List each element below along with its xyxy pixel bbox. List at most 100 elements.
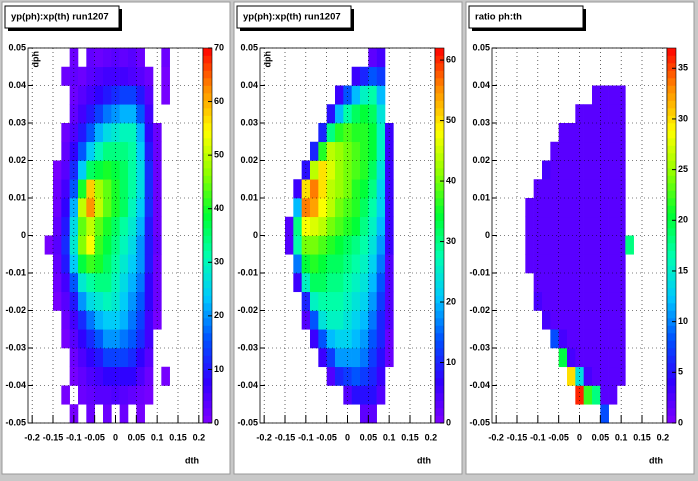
cell: [376, 123, 386, 143]
palette-step: [203, 415, 212, 424]
cell: [161, 85, 170, 105]
palette-step: [667, 190, 676, 199]
cell: [103, 216, 112, 236]
cell: [103, 329, 112, 349]
cell: [351, 66, 361, 86]
cell: [69, 216, 79, 236]
z-tick-label: 60: [446, 54, 456, 64]
palette-step: [435, 213, 444, 221]
palette-step: [435, 243, 444, 251]
palette-step: [435, 153, 444, 161]
cell: [360, 235, 369, 255]
cell: [119, 291, 129, 311]
cell: [111, 254, 120, 274]
cell: [119, 404, 129, 424]
cell: [368, 160, 377, 180]
palette-step: [435, 385, 444, 394]
y-tick-label: 0.03: [240, 117, 258, 127]
cell: [119, 254, 129, 274]
cell: [360, 141, 369, 161]
palette-step: [667, 303, 676, 311]
cell: [567, 235, 576, 255]
x-tick-label: 0: [345, 432, 350, 442]
cell: [343, 329, 352, 349]
palette-step: [667, 333, 676, 341]
cell: [86, 329, 95, 349]
z-tick-label: 35: [678, 63, 688, 73]
cell: [119, 366, 129, 386]
cell: [360, 179, 369, 199]
cell: [617, 235, 626, 255]
cell: [86, 385, 95, 405]
z-tick-label: 5: [678, 367, 683, 377]
cell: [69, 85, 79, 105]
cell: [86, 366, 95, 386]
cell: [583, 160, 593, 180]
cell: [144, 160, 154, 180]
cell: [583, 216, 593, 236]
cell: [360, 216, 369, 236]
cell: [69, 198, 79, 218]
cell: [326, 254, 336, 274]
y-tick-label: -0.05: [469, 417, 490, 427]
palette-step: [203, 175, 212, 184]
palette-step: [435, 175, 444, 184]
cell: [360, 273, 369, 293]
cell: [53, 160, 62, 180]
cell: [608, 291, 618, 311]
palette-step: [203, 145, 212, 154]
cell: [608, 254, 618, 274]
palette-step: [435, 235, 444, 244]
cell: [318, 310, 327, 330]
palette-step: [203, 85, 212, 94]
cell: [103, 348, 112, 368]
cell: [301, 254, 311, 274]
cell: [136, 366, 145, 386]
cell: [128, 179, 137, 199]
palette-frame: [202, 47, 213, 424]
palette-step: [203, 385, 212, 394]
cell: [78, 310, 87, 330]
cell: [78, 348, 87, 368]
palette-step: [667, 415, 676, 424]
cell: [128, 48, 137, 68]
palette-step: [203, 55, 212, 64]
cell: [61, 160, 70, 180]
cell: [368, 366, 377, 386]
cell: [567, 329, 576, 349]
cell: [94, 123, 104, 143]
cell: [592, 216, 601, 236]
palette-step: [203, 288, 212, 296]
cell: [550, 291, 559, 311]
cell: [368, 310, 377, 330]
cell: [376, 104, 386, 124]
cell: [368, 179, 377, 199]
z-tick-label: 0: [214, 417, 219, 427]
cell: [53, 179, 62, 199]
cell: [310, 216, 319, 236]
cell: [558, 348, 568, 368]
cell: [119, 104, 129, 124]
title-box: [468, 5, 584, 29]
cell: [119, 235, 129, 255]
y-tick-label: -0.01: [237, 267, 258, 277]
cell: [558, 123, 568, 143]
cell: [103, 235, 112, 255]
cell: [69, 329, 79, 349]
cell: [600, 404, 609, 424]
cell: [335, 329, 344, 349]
y-tick-label: 0.01: [472, 192, 490, 202]
cell: [600, 254, 609, 274]
cell: [368, 66, 377, 86]
cell: [558, 291, 568, 311]
cell: [360, 404, 369, 424]
cell: [542, 216, 551, 236]
palette-step: [667, 408, 676, 416]
x-tick-label: 0.2: [657, 432, 670, 442]
title-box: [4, 5, 120, 29]
cell: [376, 48, 386, 68]
cell: [153, 216, 162, 236]
palette-step: [435, 145, 444, 154]
cell: [78, 385, 87, 405]
x-tick-label: 0.15: [401, 432, 419, 442]
